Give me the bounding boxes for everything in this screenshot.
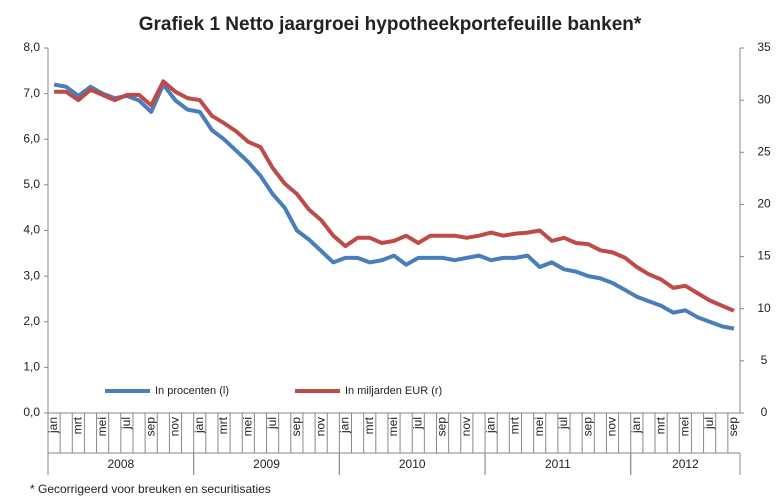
x-tick-label: nov bbox=[605, 417, 619, 436]
x-tick-label: sep bbox=[143, 417, 157, 437]
y2-tick-label: 0 bbox=[761, 405, 768, 419]
x-tick-label: jan bbox=[46, 417, 60, 434]
year-label: 2009 bbox=[253, 457, 280, 471]
y2-tick-label: 35 bbox=[757, 40, 771, 54]
year-label: 2012 bbox=[672, 457, 699, 471]
y2-tick-label: 15 bbox=[757, 249, 771, 263]
x-tick-label: sep bbox=[289, 417, 303, 437]
series-line bbox=[54, 79, 735, 313]
x-tick-label: jul bbox=[702, 417, 716, 430]
y-tick-label: 7,0 bbox=[23, 86, 40, 100]
y-tick-label: 6,0 bbox=[23, 131, 40, 145]
x-tick-label: mei bbox=[678, 417, 692, 436]
y2-tick-label: 20 bbox=[757, 197, 771, 211]
y-tick-label: 5,0 bbox=[23, 177, 40, 191]
x-tick-label: mei bbox=[532, 417, 546, 436]
y-tick-label: 1,0 bbox=[23, 360, 40, 374]
x-tick-label: mei bbox=[95, 417, 109, 436]
x-tick-label: mrt bbox=[216, 416, 230, 434]
y2-tick-label: 25 bbox=[757, 144, 771, 158]
x-tick-label: mei bbox=[386, 417, 400, 436]
x-tick-label: jan bbox=[629, 417, 643, 434]
y2-tick-label: 5 bbox=[761, 353, 768, 367]
x-tick-label: jan bbox=[338, 417, 352, 434]
x-tick-label: mrt bbox=[362, 416, 376, 434]
x-tick-label: nov bbox=[168, 417, 182, 436]
chart-title: Grafiek 1 Netto jaargroei hypotheekporte… bbox=[139, 14, 642, 35]
footnote: * Gecorrigeerd voor breuken en securitis… bbox=[30, 482, 271, 496]
y-tick-label: 2,0 bbox=[23, 314, 40, 328]
y-tick-label: 3,0 bbox=[23, 268, 40, 282]
year-label: 2010 bbox=[399, 457, 426, 471]
year-label: 2011 bbox=[545, 457, 571, 471]
y2-tick-label: 10 bbox=[757, 301, 771, 315]
legend-label: In miljarden EUR (r) bbox=[345, 385, 442, 397]
x-tick-label: jan bbox=[192, 417, 206, 434]
x-tick-label: nov bbox=[313, 417, 327, 436]
legend-label: In procenten (l) bbox=[155, 385, 229, 397]
x-tick-label: jul bbox=[410, 417, 424, 430]
y-tick-label: 8,0 bbox=[23, 40, 40, 54]
x-tick-label: jul bbox=[119, 417, 133, 430]
x-tick-label: jan bbox=[483, 417, 497, 434]
x-tick-label: mrt bbox=[71, 416, 85, 434]
x-tick-label: sep bbox=[580, 417, 594, 437]
y2-tick-label: 30 bbox=[757, 92, 771, 106]
x-tick-label: mrt bbox=[508, 416, 522, 434]
x-tick-label: sep bbox=[435, 417, 449, 437]
year-label: 2008 bbox=[107, 457, 134, 471]
y-tick-label: 4,0 bbox=[23, 223, 40, 237]
x-tick-label: jul bbox=[556, 417, 570, 430]
x-tick-label: mrt bbox=[653, 416, 667, 434]
x-tick-label: jul bbox=[265, 417, 279, 430]
x-tick-label: nov bbox=[459, 417, 473, 436]
y-tick-label: 0,0 bbox=[23, 405, 40, 419]
x-tick-label: sep bbox=[726, 417, 740, 437]
series-line bbox=[53, 82, 735, 331]
x-tick-label: mei bbox=[240, 417, 254, 436]
